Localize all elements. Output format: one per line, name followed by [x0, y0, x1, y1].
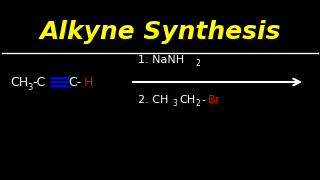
- Text: 3: 3: [27, 82, 32, 91]
- Text: -: -: [201, 95, 205, 105]
- Text: C-: C-: [68, 75, 81, 89]
- Text: CH: CH: [10, 75, 28, 89]
- Text: -C: -C: [32, 75, 45, 89]
- Text: 2: 2: [195, 100, 200, 109]
- Text: H: H: [84, 75, 93, 89]
- Text: 2. CH: 2. CH: [138, 95, 168, 105]
- Text: CH: CH: [179, 95, 195, 105]
- Text: Br: Br: [208, 95, 220, 105]
- Text: 1. NaNH: 1. NaNH: [138, 55, 184, 65]
- Text: 2: 2: [195, 60, 200, 69]
- Text: Alkyne Synthesis: Alkyne Synthesis: [39, 20, 281, 44]
- Text: 3: 3: [172, 100, 177, 109]
